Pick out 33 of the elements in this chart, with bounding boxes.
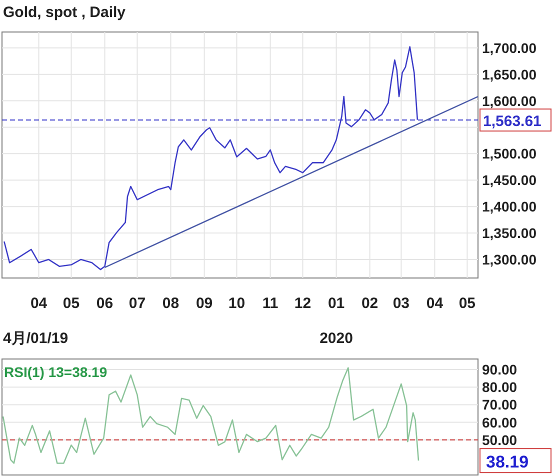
text: 38.19 — [486, 452, 529, 472]
x-tick-label: 07 — [128, 295, 146, 312]
y-tick-label: 60.00 — [482, 414, 518, 430]
y-tick-label: 90.00 — [482, 362, 518, 378]
x-tick-label: 05 — [458, 295, 476, 312]
x-tick-label: 12 — [294, 295, 312, 312]
x-tick-label: 04 — [30, 295, 48, 312]
y-tick-label: 1,500.00 — [482, 146, 537, 162]
y-tick-label: 80.00 — [482, 379, 518, 396]
text: 2020 — [320, 330, 353, 347]
y-tick-label: 70.00 — [482, 396, 518, 413]
x-tick-label: 05 — [62, 295, 80, 312]
y-tick-label: 50.00 — [482, 432, 518, 448]
chart-title: Gold, spot , Daily — [3, 4, 126, 21]
ref-line-label: 1,563.61 — [483, 113, 542, 130]
y-tick-label: 1,650.00 — [482, 66, 537, 82]
x-tick-label: 08 — [162, 295, 180, 312]
y-tick-label: 1,450.00 — [482, 172, 537, 188]
x-tick-label: 10 — [228, 295, 246, 312]
x-tick-label: 09 — [196, 295, 213, 312]
x-tick-label: 02 — [361, 295, 378, 312]
y-tick-label: 1,700.00 — [482, 40, 537, 56]
chart-title: RSI(1) 13=38.19 — [4, 364, 108, 380]
y-tick-label: 1,350.00 — [482, 225, 537, 242]
x-tick-label: 01 — [328, 295, 345, 312]
x-tick-label: 03 — [392, 295, 410, 312]
y-tick-label: 1,300.00 — [482, 251, 537, 268]
x-tick-label: 11 — [262, 295, 278, 312]
y-tick-label: 1,600.00 — [482, 92, 537, 109]
x-tick-label: 04 — [426, 295, 444, 312]
x-tick-label: 06 — [96, 295, 114, 312]
text: 4月/01/19 — [3, 330, 68, 347]
y-tick-label: 1,400.00 — [482, 198, 537, 215]
